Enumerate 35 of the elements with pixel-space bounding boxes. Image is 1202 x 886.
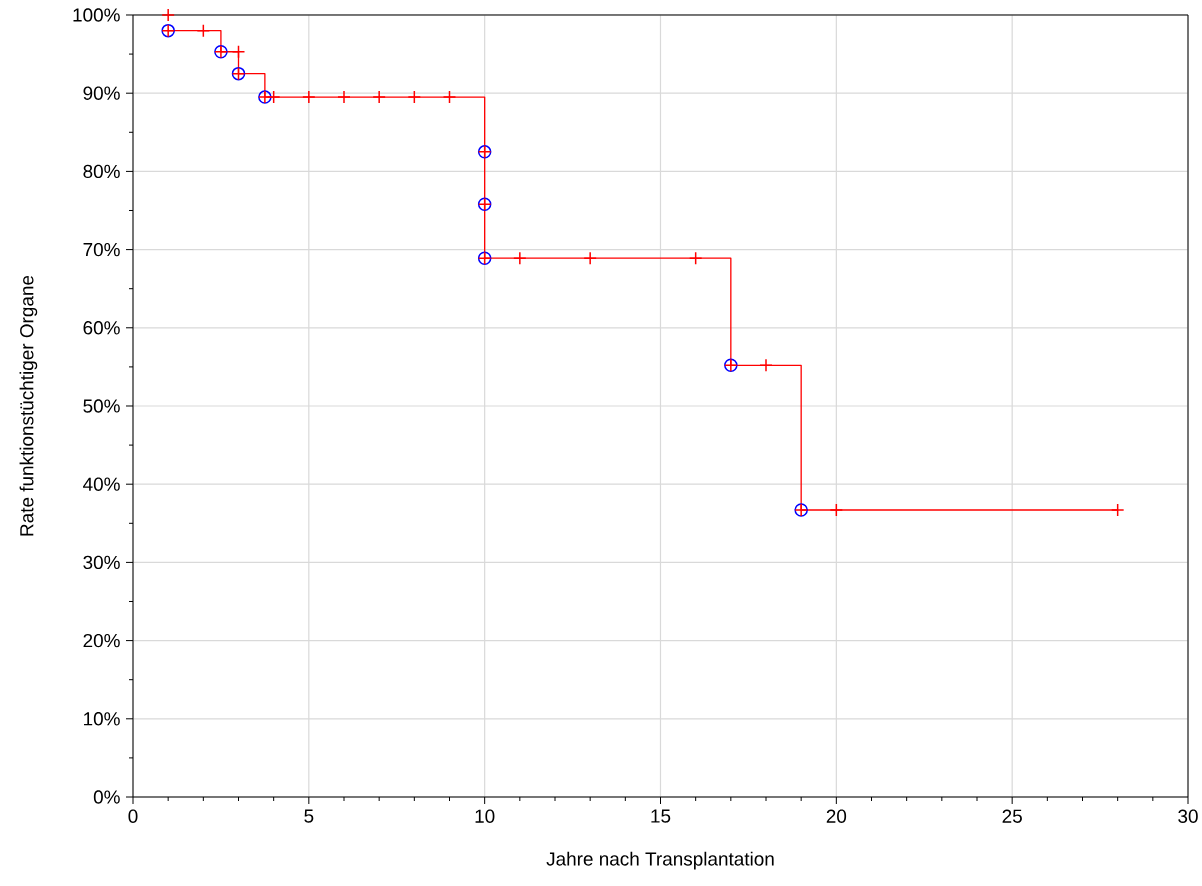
x-tick-label: 30 (1178, 809, 1198, 823)
point (302, 90, 316, 104)
y-tick-label: 60% (83, 321, 120, 335)
y-tick-label: 70% (83, 242, 120, 257)
y-tick-label: 40% (83, 477, 120, 491)
x-tick-label: 20 (826, 809, 847, 823)
point (231, 45, 246, 59)
point (442, 90, 457, 104)
y-tick-label: 90% (83, 86, 120, 100)
point (829, 503, 844, 517)
y-tick-label: 50% (83, 399, 120, 413)
point (513, 251, 527, 265)
point (1110, 503, 1125, 517)
point (337, 90, 351, 104)
point (688, 251, 703, 265)
x-tick-label: 0 (128, 809, 138, 823)
x-tick-label: 10 (475, 809, 495, 823)
x-tick-label: 25 (1002, 809, 1022, 823)
y-axis-title: Rate funktionstüchtiger Organe (19, 275, 38, 536)
y-tick-label: 10% (84, 712, 120, 726)
y-tick-label: 20% (83, 633, 120, 648)
point (161, 8, 175, 22)
point (266, 90, 281, 104)
y-tick-label: 80% (83, 164, 120, 179)
y-tick-label: 100% (73, 8, 120, 22)
point (372, 90, 386, 104)
point (759, 358, 773, 373)
point (196, 23, 211, 38)
y-tick-label: 30% (83, 555, 120, 570)
point (583, 251, 597, 265)
y-tick-label: 0% (93, 790, 120, 804)
x-tick-label: 5 (304, 809, 314, 823)
x-tick-label: 15 (651, 809, 671, 823)
x-axis-title: Jahre nach Transplantation (546, 851, 774, 870)
point (407, 90, 422, 104)
